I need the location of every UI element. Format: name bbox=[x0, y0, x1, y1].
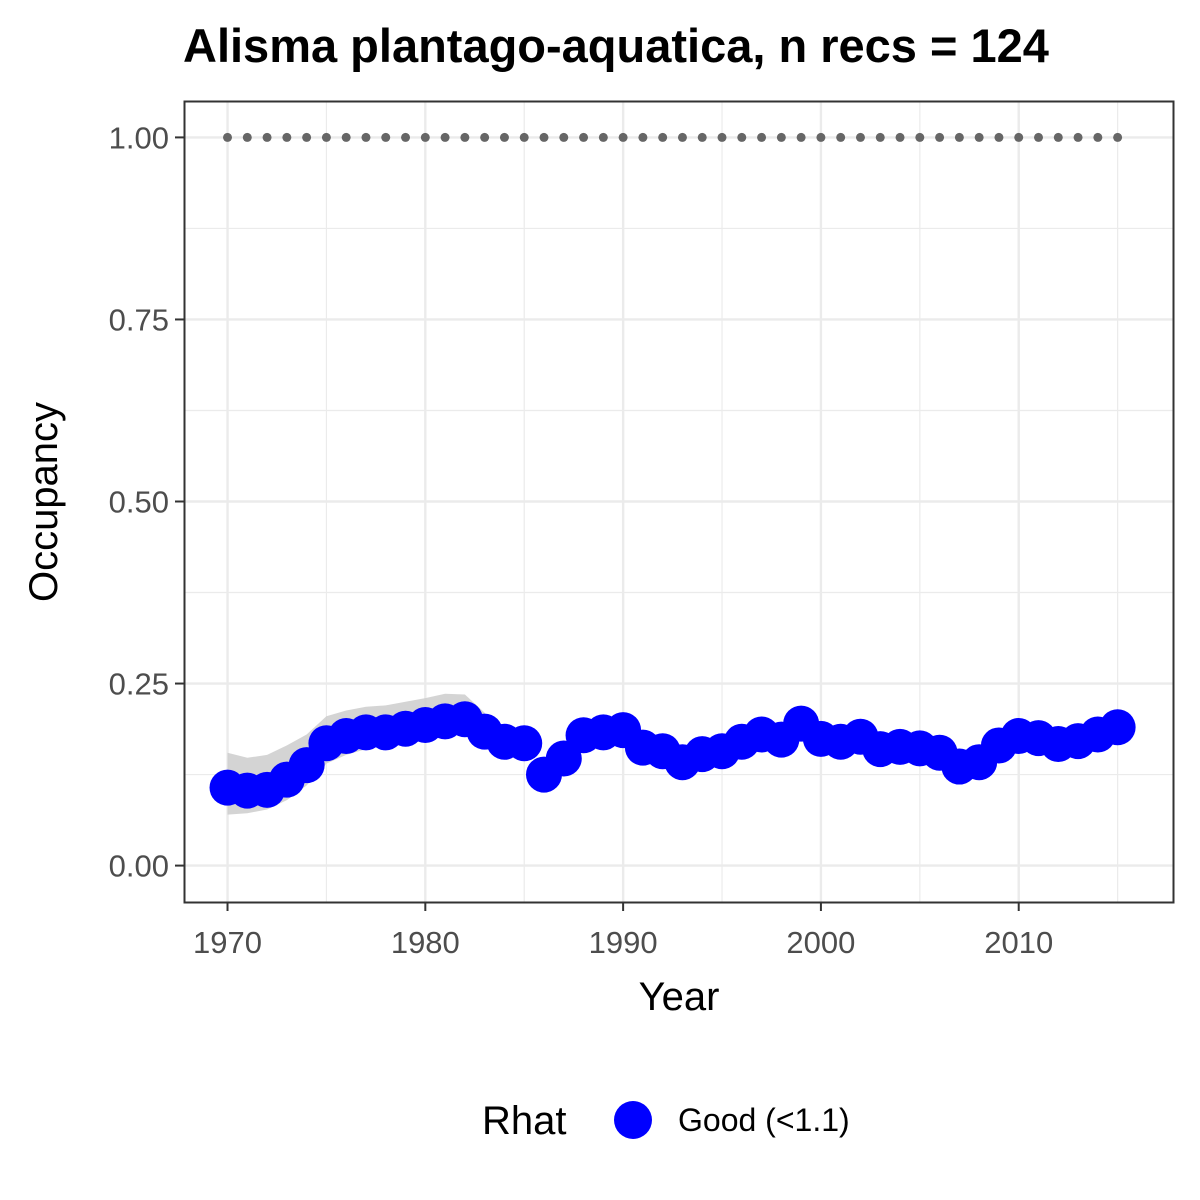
reference-dot bbox=[420, 132, 430, 142]
reference-dot bbox=[875, 132, 885, 142]
reference-dot bbox=[579, 132, 589, 142]
reference-dot bbox=[855, 132, 865, 142]
reference-dot bbox=[836, 132, 846, 142]
reference-dot bbox=[321, 132, 331, 142]
reference-dot bbox=[381, 132, 391, 142]
reference-dot bbox=[1073, 132, 1083, 142]
reference-dots-layer bbox=[223, 132, 1123, 142]
grid-lines bbox=[184, 101, 1173, 902]
reference-dot bbox=[519, 132, 529, 142]
reference-dot bbox=[242, 132, 252, 142]
reference-dot bbox=[440, 132, 450, 142]
x-axis-title: Year bbox=[639, 975, 720, 1019]
reference-dot bbox=[559, 132, 569, 142]
reference-dot bbox=[915, 132, 925, 142]
reference-dot bbox=[895, 132, 905, 142]
reference-dot bbox=[638, 132, 648, 142]
legend: Rhat Good (<1.1) bbox=[482, 1099, 850, 1143]
reference-dot bbox=[1014, 132, 1024, 142]
reference-dot bbox=[697, 132, 707, 142]
reference-dot bbox=[302, 132, 312, 142]
y-tick-label: 0.75 bbox=[109, 302, 169, 337]
x-tick-label: 2010 bbox=[984, 925, 1053, 960]
reference-dot bbox=[401, 132, 411, 142]
reference-dot bbox=[757, 132, 767, 142]
legend-key-good bbox=[614, 1101, 652, 1139]
reference-dot bbox=[282, 132, 292, 142]
legend-label-good: Good (<1.1) bbox=[678, 1102, 850, 1138]
reference-dot bbox=[954, 132, 964, 142]
reference-dot bbox=[480, 132, 490, 142]
reference-dot bbox=[677, 132, 687, 142]
reference-dot bbox=[776, 132, 786, 142]
reference-dot bbox=[361, 132, 371, 142]
x-tick-label: 1990 bbox=[589, 925, 658, 960]
reference-dot bbox=[618, 132, 628, 142]
reference-dot bbox=[737, 132, 747, 142]
reference-dot bbox=[994, 132, 1004, 142]
y-tick-label: 0.00 bbox=[109, 849, 169, 884]
reference-dot bbox=[499, 132, 509, 142]
reference-dot bbox=[935, 132, 945, 142]
reference-dot bbox=[598, 132, 608, 142]
x-tick-label: 2000 bbox=[786, 925, 855, 960]
reference-dot bbox=[262, 132, 272, 142]
x-axis: 1970 1980 1990 2000 2010 bbox=[193, 902, 1053, 960]
reference-dot bbox=[223, 132, 233, 142]
y-tick-label: 0.25 bbox=[109, 667, 169, 702]
reference-dot bbox=[796, 132, 806, 142]
legend-title: Rhat bbox=[482, 1099, 567, 1143]
occupancy-point bbox=[1099, 709, 1136, 746]
reference-dot bbox=[974, 132, 984, 142]
occupancy-points-layer bbox=[209, 701, 1136, 809]
y-axis: 0.00 0.25 0.50 0.75 1.00 bbox=[109, 120, 184, 884]
x-tick-label: 1970 bbox=[193, 925, 262, 960]
y-tick-label: 0.50 bbox=[109, 485, 169, 520]
x-tick-label: 1980 bbox=[391, 925, 460, 960]
reference-dot bbox=[658, 132, 668, 142]
reference-dot bbox=[1033, 132, 1043, 142]
reference-dot bbox=[539, 132, 549, 142]
reference-dot bbox=[341, 132, 351, 142]
reference-dot bbox=[1053, 132, 1063, 142]
occupancy-point bbox=[506, 725, 543, 762]
y-axis-title: Occupancy bbox=[22, 402, 66, 602]
reference-dot bbox=[460, 132, 470, 142]
y-tick-label: 1.00 bbox=[109, 120, 169, 155]
reference-dot bbox=[717, 132, 727, 142]
reference-dot bbox=[1093, 132, 1103, 142]
chart-title: Alisma plantago-aquatica, n recs = 124 bbox=[183, 19, 1049, 72]
reference-dot bbox=[1113, 132, 1123, 142]
reference-dot bbox=[816, 132, 826, 142]
panel-border bbox=[183, 100, 1175, 904]
